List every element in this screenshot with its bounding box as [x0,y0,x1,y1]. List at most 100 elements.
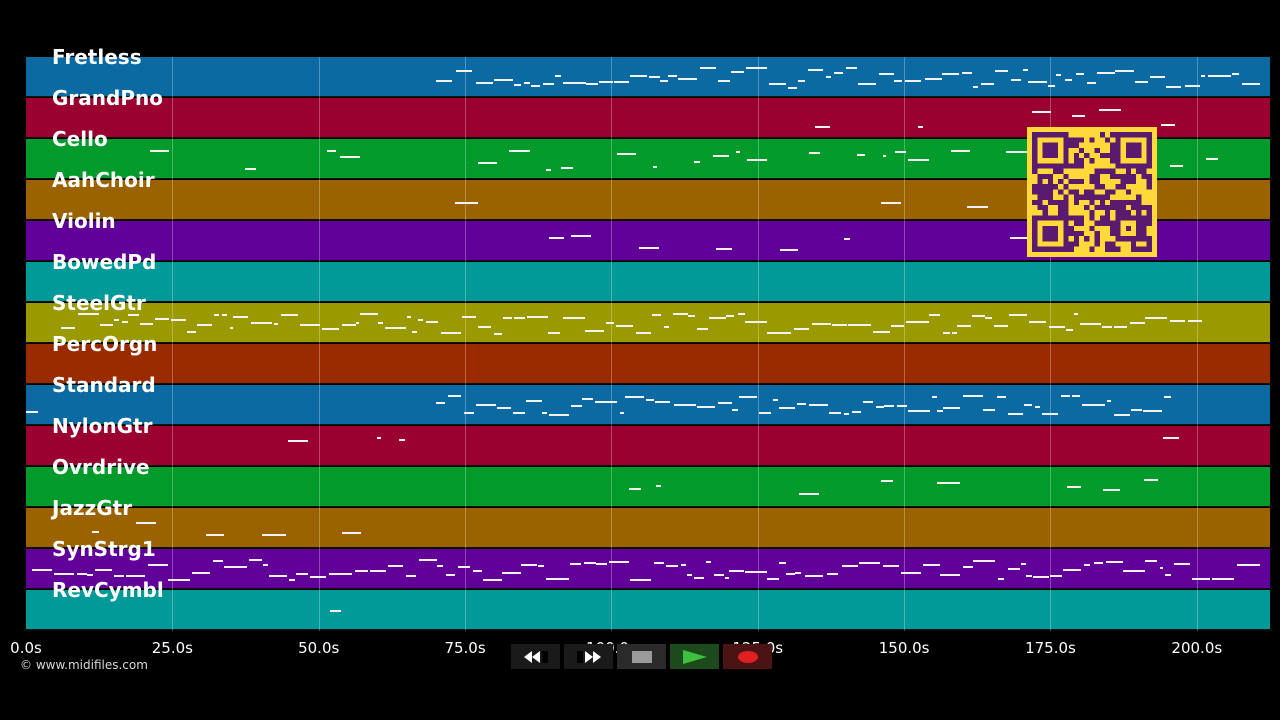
note-mark [811,323,831,326]
track-band [26,467,1270,507]
note-mark [542,411,548,414]
note-mark [263,564,269,567]
note-mark [562,316,585,319]
note-mark [233,316,249,319]
track-label: NylonGtr [52,414,153,438]
note-mark [883,565,900,568]
note-mark [322,327,339,330]
note-mark [546,578,569,581]
note-mark [136,521,157,524]
note-mark [1192,577,1211,580]
note-mark [1143,410,1163,413]
note-mark [983,408,995,411]
note-mark [599,81,614,83]
note-mark [829,412,842,415]
track-label: Fretless [52,45,142,69]
copyright-text: © www.midifiles.com [20,658,148,672]
note-mark [299,324,320,327]
note-mark [295,572,309,575]
stop-button[interactable] [617,644,666,669]
track-band [26,426,1270,466]
note-mark [891,325,904,328]
note-mark [87,574,94,577]
note-mark [894,79,903,82]
note-mark [648,75,661,78]
note-mark [1113,413,1131,416]
note-mark [796,402,806,405]
gridline [757,57,759,631]
note-mark [594,400,618,403]
note-mark [961,71,972,74]
note-mark [1066,486,1081,489]
note-mark [905,321,929,324]
note-mark [596,563,608,566]
note-mark [1082,403,1105,406]
note-mark [896,405,908,408]
gridline [1050,57,1052,631]
time-tick-label: 25.0s [151,639,193,657]
note-mark [191,571,210,574]
note-mark [718,402,732,405]
note-mark [973,560,996,563]
note-mark [562,82,586,85]
note-mark [1173,562,1190,565]
note-mark [693,160,700,163]
note-mark [879,73,895,76]
note-mark [907,159,929,162]
note-mark [445,573,456,576]
note-mark [570,563,581,566]
note-mark [377,436,381,439]
note-mark [122,320,128,323]
note-mark [570,405,582,408]
track-label: AahChoir [52,168,155,192]
record-button[interactable] [723,644,772,669]
note-mark [880,201,901,204]
note-mark [608,561,630,564]
note-mark [900,572,921,575]
note-mark [619,412,625,415]
note-mark [1083,564,1091,567]
note-mark [693,576,705,579]
note-mark [126,574,146,577]
note-mark [26,410,38,413]
note-mark [262,533,286,536]
note-mark [457,566,471,569]
note-mark [342,532,362,535]
note-mark [542,83,555,86]
note-mark [997,578,1005,581]
transport-controls [511,644,772,669]
note-mark [1041,413,1059,416]
gridline [172,57,174,631]
note-mark [1005,150,1029,153]
note-mark [1026,575,1033,578]
note-mark [880,480,893,483]
note-mark [1065,329,1073,332]
note-mark [447,395,462,398]
rewind-button[interactable] [511,644,560,669]
note-mark [168,578,190,581]
note-mark [1008,413,1024,416]
note-mark [585,329,604,332]
note-mark [730,71,744,74]
note-mark [425,321,439,324]
note-mark [493,332,502,335]
note-mark [330,610,342,613]
note-mark [697,405,716,408]
note-mark [833,71,843,74]
note-mark [230,326,234,329]
note-mark [412,331,418,334]
note-mark [972,315,985,318]
fast-forward-button[interactable] [564,644,613,669]
note-mark [769,83,786,86]
note-mark [1047,85,1056,88]
note-mark [1143,479,1159,482]
note-mark [882,155,886,158]
play-button[interactable] [670,644,719,669]
note-mark [732,409,738,412]
note-mark [1242,82,1260,85]
note-mark [1102,488,1120,491]
note-mark [54,573,75,576]
note-mark [826,573,839,576]
note-mark [222,314,227,317]
note-mark [406,316,412,319]
